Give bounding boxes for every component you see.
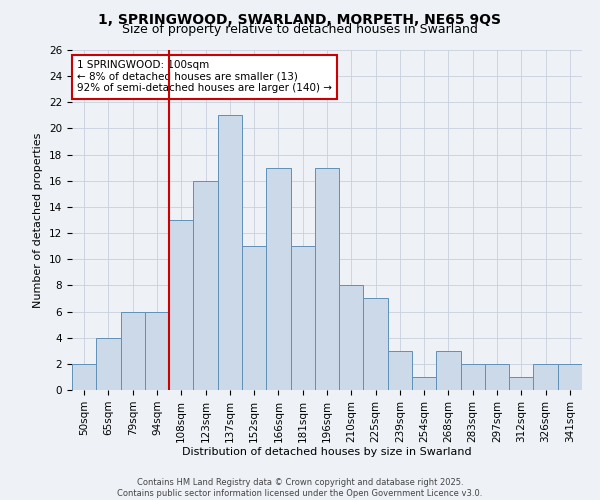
Bar	[145, 312, 169, 390]
Y-axis label: Number of detached properties: Number of detached properties	[34, 132, 43, 308]
Text: 1 SPRINGWOOD: 100sqm
← 8% of detached houses are smaller (13)
92% of semi-detach: 1 SPRINGWOOD: 100sqm ← 8% of detached ho…	[77, 60, 332, 94]
Bar	[193, 181, 218, 390]
Bar	[290, 246, 315, 390]
Bar	[96, 338, 121, 390]
Bar	[388, 351, 412, 390]
Text: 1, SPRINGWOOD, SWARLAND, MORPETH, NE65 9QS: 1, SPRINGWOOD, SWARLAND, MORPETH, NE65 9…	[98, 12, 502, 26]
Bar	[533, 364, 558, 390]
Bar	[266, 168, 290, 390]
Bar	[364, 298, 388, 390]
Bar	[315, 168, 339, 390]
Bar	[121, 312, 145, 390]
Bar	[461, 364, 485, 390]
X-axis label: Distribution of detached houses by size in Swarland: Distribution of detached houses by size …	[182, 448, 472, 458]
Bar	[242, 246, 266, 390]
Bar	[218, 116, 242, 390]
Bar	[169, 220, 193, 390]
Bar	[436, 351, 461, 390]
Text: Size of property relative to detached houses in Swarland: Size of property relative to detached ho…	[122, 22, 478, 36]
Bar	[558, 364, 582, 390]
Bar	[485, 364, 509, 390]
Bar	[72, 364, 96, 390]
Bar	[339, 286, 364, 390]
Bar	[509, 377, 533, 390]
Text: Contains HM Land Registry data © Crown copyright and database right 2025.
Contai: Contains HM Land Registry data © Crown c…	[118, 478, 482, 498]
Bar	[412, 377, 436, 390]
